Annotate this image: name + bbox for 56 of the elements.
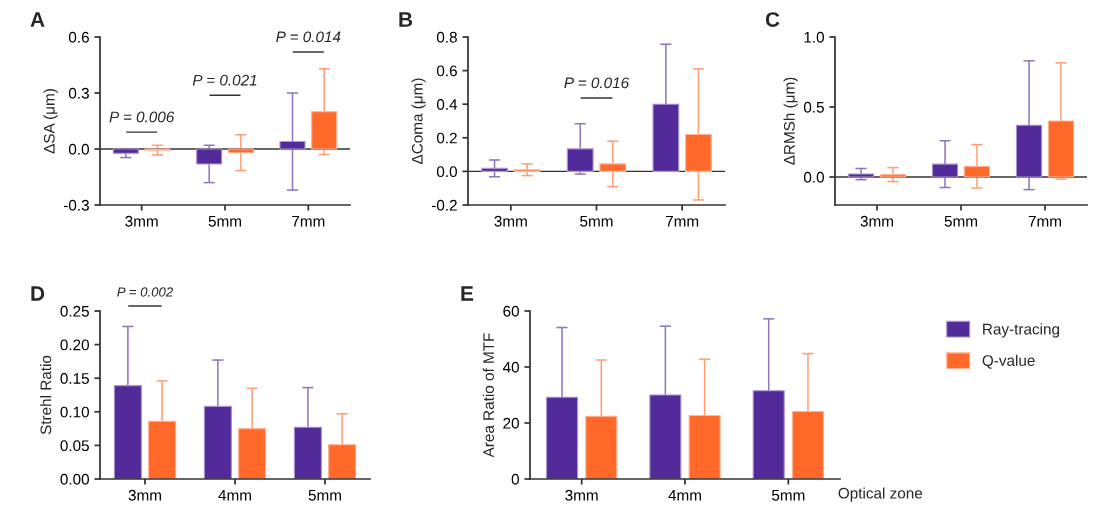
x-tick-label: 3mm [565, 489, 598, 501]
y-axis-title: ΔSA (μm) [43, 89, 58, 154]
text: P = 0.002 [117, 287, 173, 297]
x-tick-label: 3mm [125, 215, 158, 227]
x-axis-title: Optical zone [838, 487, 923, 502]
y-tick-label: 60 [503, 305, 519, 317]
x-tick-label: 7mm [292, 215, 325, 227]
y-tick-label: 20 [503, 417, 519, 429]
y-axis-title: Area Ratio of MTF [482, 333, 495, 458]
y-tick-label: 0.0 [436, 166, 457, 178]
y-tick-label: 0.6 [68, 31, 89, 43]
x-tick-label: 5mm [308, 489, 341, 501]
x-tick-label: 5mm [208, 215, 241, 227]
x-tick-label: 3mm [860, 215, 893, 227]
y-axis-title: Strehl Ratio [40, 355, 52, 435]
y-tick-label: 40 [502, 361, 519, 373]
x-tick-label: 4mm [218, 489, 251, 501]
y-tick-label: 0.4 [436, 99, 458, 110]
chart-title: E [461, 286, 474, 301]
y-tick-label: 0.5 [803, 101, 824, 113]
y-tick-label: 0.05 [60, 440, 89, 452]
annotation: P = 0.021 [192, 74, 257, 86]
y-tick-label: 0 [511, 473, 519, 485]
y-tick-label: 1.0 [804, 31, 824, 43]
y-tick-label: 0.20 [60, 339, 89, 351]
legend-label: Q-value [982, 354, 1035, 369]
x-tick-label: 3mm [494, 215, 527, 227]
y-tick-label: 0.0 [68, 143, 89, 155]
annotation: P = 0.014 [276, 31, 341, 43]
x-tick-label: 5mm [580, 215, 613, 227]
x-tick-label: 7mm [1028, 215, 1061, 227]
annotation: P = 0.016 [564, 77, 630, 89]
chart-title: D [31, 286, 45, 301]
chart-title: C [765, 12, 780, 27]
y-tick-label: 0.15 [60, 373, 89, 384]
y-tick-label: -0.3 [63, 199, 89, 211]
y-tick-label: 0.8 [436, 31, 457, 43]
y-tick-label: 0.6 [436, 65, 457, 77]
x-tick-label: 7mm [665, 215, 699, 227]
y-axis-title: ΔComa (μm) [411, 78, 426, 164]
annotation: P = 0.006 [109, 111, 175, 123]
x-tick-label: 5mm [944, 215, 977, 227]
x-tick-label: 3mm [128, 489, 161, 501]
y-tick-label: 0.10 [60, 406, 89, 418]
legend-label: Ray-tracing [983, 323, 1060, 338]
y-tick-label: 0.2 [436, 132, 457, 144]
y-tick-label: -0.2 [431, 199, 457, 211]
y-axis-title: ΔRMSh (μm) [783, 77, 798, 165]
chart-title: A [30, 12, 45, 27]
y-tick-label: 0.00 [60, 473, 89, 485]
y-tick-label: 0.25 [60, 305, 89, 317]
chart-title: B [399, 12, 413, 27]
y-tick-label: 0.0 [803, 171, 824, 183]
x-tick-label: 5mm [771, 489, 805, 501]
y-tick-label: 0.3 [68, 87, 89, 99]
x-tick-label: 4mm [668, 489, 701, 501]
